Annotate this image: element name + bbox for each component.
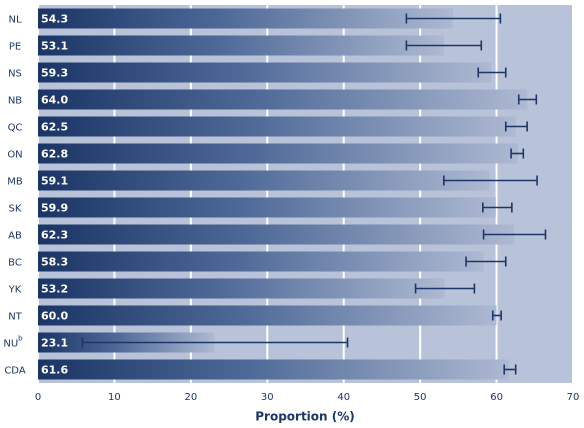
bar — [38, 8, 454, 29]
error-bar — [517, 94, 538, 105]
bar — [38, 359, 509, 380]
error-bar — [405, 13, 502, 24]
error-bar — [443, 175, 538, 186]
y-tick-label: ON — [7, 150, 22, 161]
value-label: 53.2 — [41, 283, 68, 296]
error-bar — [491, 310, 502, 321]
value-label: 62.8 — [41, 148, 68, 161]
value-label: 64.0 — [41, 94, 68, 107]
x-tick-label: 10 — [108, 392, 121, 403]
value-label: 59.1 — [41, 175, 68, 188]
y-tick-label: NS — [8, 69, 22, 80]
value-label: 61.6 — [41, 364, 68, 377]
y-tick-label: MB — [7, 177, 23, 188]
y-tick-label: BC — [8, 258, 22, 269]
bar — [38, 251, 484, 272]
error-bar — [482, 202, 513, 213]
value-label: 60.0 — [41, 310, 68, 323]
bar — [38, 197, 496, 218]
y-tick-label: YK — [8, 285, 22, 296]
error-bar — [482, 229, 547, 240]
error-bar — [477, 67, 507, 78]
y-tick-label: QC — [8, 123, 23, 134]
category-name: NL — [8, 15, 21, 26]
bar — [38, 143, 518, 164]
bar — [38, 278, 445, 299]
error-bar — [503, 364, 517, 375]
category-name: BC — [8, 258, 22, 269]
bar — [38, 224, 515, 245]
x-tick-label: 50 — [414, 392, 427, 403]
category-name: PE — [9, 42, 21, 53]
y-tick-label: NT — [8, 312, 22, 323]
x-axis-label: Proportion (%) — [255, 410, 355, 424]
value-label: 59.9 — [41, 202, 68, 215]
y-tick-label: SK — [9, 204, 22, 215]
category-name: ON — [7, 150, 22, 161]
bar — [38, 170, 490, 191]
footnote-mark: b — [18, 335, 23, 343]
category-name: AB — [8, 231, 22, 242]
bar — [38, 62, 492, 83]
value-label: 23.1 — [41, 337, 68, 350]
bar — [38, 35, 444, 56]
error-bar — [465, 256, 507, 267]
category-name: YK — [8, 285, 22, 296]
error-bar — [414, 283, 476, 294]
bar — [38, 116, 516, 137]
value-label: 54.3 — [41, 13, 68, 26]
x-tick-label: 20 — [184, 392, 197, 403]
x-tick-label: 70 — [567, 392, 580, 403]
category-name: CDA — [4, 366, 26, 377]
value-label: 62.3 — [41, 229, 68, 242]
value-label: 62.5 — [41, 121, 68, 134]
category-name: NU — [3, 339, 18, 350]
value-label: 53.1 — [41, 40, 68, 53]
value-label: 58.3 — [41, 256, 68, 269]
error-bar — [405, 40, 483, 51]
category-name: NT — [8, 312, 22, 323]
category-name: NS — [8, 69, 22, 80]
y-tick-label: CDA — [4, 366, 26, 377]
category-name: NB — [8, 96, 22, 107]
x-tick-label: 0 — [35, 392, 41, 403]
y-tick-label: PE — [9, 42, 21, 53]
bar — [38, 305, 497, 326]
y-tick-label: NB — [8, 96, 22, 107]
error-bar — [504, 121, 528, 132]
x-tick-label: 40 — [337, 392, 350, 403]
category-name: MB — [7, 177, 23, 188]
category-name: SK — [9, 204, 22, 215]
error-bar — [81, 337, 349, 348]
value-label: 59.3 — [41, 67, 68, 80]
x-tick-label: 30 — [261, 392, 274, 403]
y-tick-label: NUb — [3, 335, 23, 350]
y-tick-label: AB — [8, 231, 22, 242]
x-tick-label: 60 — [490, 392, 503, 403]
error-bar — [510, 148, 525, 159]
y-tick-label: NL — [8, 15, 21, 26]
bar — [38, 89, 528, 110]
plot-background — [38, 5, 573, 383]
category-name: QC — [8, 123, 23, 134]
